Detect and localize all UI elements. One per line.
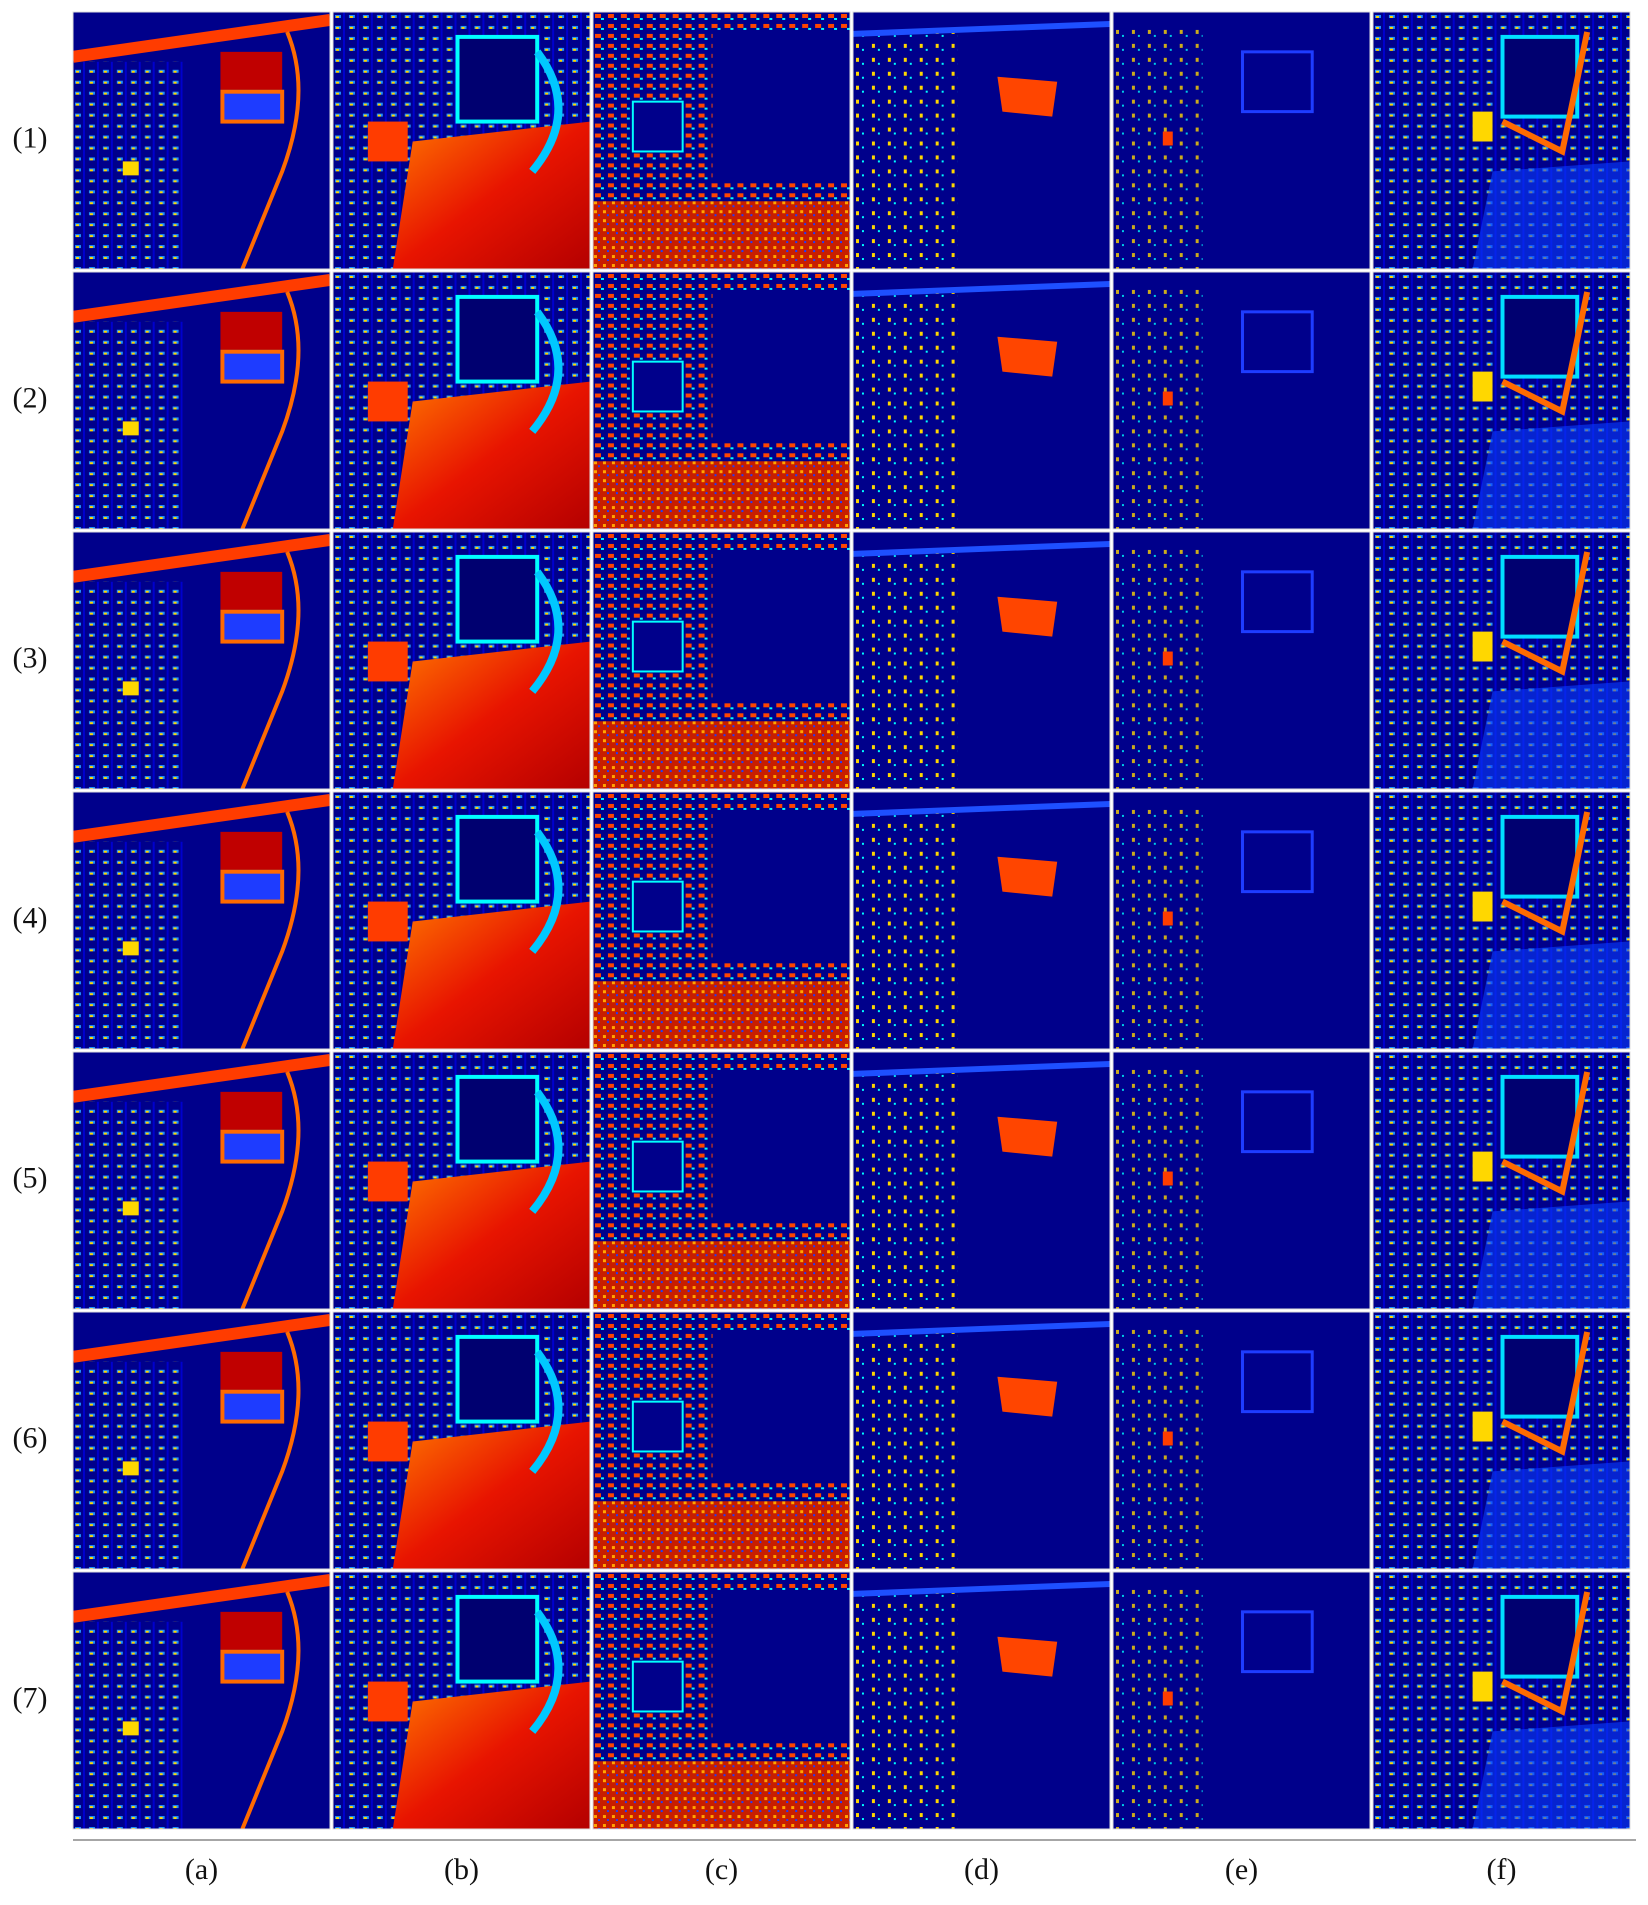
abundance-map — [853, 1312, 1110, 1569]
abundance-map — [73, 1312, 330, 1569]
abundance-map — [333, 12, 590, 269]
map-frame — [332, 531, 591, 790]
map-frame — [592, 11, 851, 270]
abundance-map — [1113, 1312, 1370, 1569]
abundance-map — [73, 12, 330, 269]
column-label: (e) — [1225, 1853, 1258, 1886]
map-frame — [852, 531, 1111, 790]
row-label: (5) — [13, 1161, 48, 1194]
map-frame — [72, 531, 331, 790]
abundance-map — [1113, 272, 1370, 529]
map-frame — [1372, 531, 1631, 790]
map-frame — [332, 1051, 591, 1310]
abundance-map — [1373, 1052, 1630, 1309]
map-frame — [592, 791, 851, 1050]
abundance-map — [1373, 792, 1630, 1049]
column-label: (f) — [1487, 1853, 1517, 1886]
column-label: (b) — [444, 1853, 479, 1886]
map-frame — [1372, 11, 1631, 270]
row-label: (3) — [13, 641, 48, 674]
map-frame — [852, 1571, 1111, 1830]
abundance-map — [73, 272, 330, 529]
map-frame — [72, 271, 331, 530]
map-frame — [332, 791, 591, 1050]
abundance-map — [1373, 272, 1630, 529]
column-label: (d) — [964, 1853, 999, 1886]
abundance-map — [1113, 532, 1370, 789]
map-frame — [592, 1571, 851, 1830]
abundance-map — [853, 792, 1110, 1049]
map-frame — [1372, 1571, 1631, 1830]
map-frame — [852, 271, 1111, 530]
map-frame — [72, 1571, 331, 1830]
map-frame — [852, 1051, 1111, 1310]
map-frame — [592, 1051, 851, 1310]
column-label: (a) — [185, 1853, 218, 1886]
map-frame — [1112, 1571, 1371, 1830]
abundance-map — [853, 1052, 1110, 1309]
abundance-map — [73, 792, 330, 1049]
map-frame — [72, 791, 331, 1050]
abundance-map — [333, 1312, 590, 1569]
abundance-map — [593, 792, 850, 1049]
abundance-map — [333, 1572, 590, 1829]
abundance-map — [1373, 1572, 1630, 1829]
abundance-map — [1113, 1572, 1370, 1829]
map-frame — [1112, 1311, 1371, 1570]
abundance-map — [853, 12, 1110, 269]
map-frame — [1112, 791, 1371, 1050]
map-frame — [1372, 1051, 1631, 1310]
map-frame — [1112, 271, 1371, 530]
map-frame — [332, 11, 591, 270]
row-label: (1) — [13, 121, 48, 154]
map-frame — [72, 11, 331, 270]
map-frame — [592, 531, 851, 790]
abundance-map — [593, 1052, 850, 1309]
abundance-map — [333, 532, 590, 789]
row-label: (6) — [13, 1421, 48, 1454]
abundance-map — [853, 272, 1110, 529]
map-frame — [1372, 791, 1631, 1050]
map-frame — [592, 271, 851, 530]
abundance-map — [1113, 12, 1370, 269]
abundance-map — [853, 532, 1110, 789]
row-label: (2) — [13, 381, 48, 414]
column-label: (c) — [705, 1853, 738, 1886]
map-frame — [72, 1051, 331, 1310]
map-frame — [72, 1311, 331, 1570]
abundance-map — [1113, 792, 1370, 1049]
abundance-map — [73, 1572, 330, 1829]
map-frame — [1372, 1311, 1631, 1570]
map-frame — [852, 11, 1111, 270]
abundance-map — [593, 532, 850, 789]
map-frame — [852, 791, 1111, 1050]
abundance-map — [333, 1052, 590, 1309]
abundance-map — [593, 12, 850, 269]
row-label: (7) — [13, 1681, 48, 1714]
abundance-map — [853, 1572, 1110, 1829]
abundance-map — [593, 1572, 850, 1829]
abundance-map — [593, 272, 850, 529]
map-frame — [1112, 531, 1371, 790]
abundance-map — [1113, 1052, 1370, 1309]
map-frame — [1372, 271, 1631, 530]
map-frame — [1112, 1051, 1371, 1310]
map-frame — [332, 1571, 591, 1830]
map-frame — [1112, 11, 1371, 270]
abundance-map — [1373, 532, 1630, 789]
abundance-map — [333, 272, 590, 529]
row-label: (4) — [13, 901, 48, 934]
abundance-map — [593, 1312, 850, 1569]
abundance-map — [333, 792, 590, 1049]
map-frame — [592, 1311, 851, 1570]
abundance-map — [1373, 1312, 1630, 1569]
map-frame — [332, 271, 591, 530]
abundance-map — [1373, 12, 1630, 269]
abundance-map — [73, 532, 330, 789]
map-frame — [332, 1311, 591, 1570]
abundance-map — [73, 1052, 330, 1309]
map-frame — [852, 1311, 1111, 1570]
